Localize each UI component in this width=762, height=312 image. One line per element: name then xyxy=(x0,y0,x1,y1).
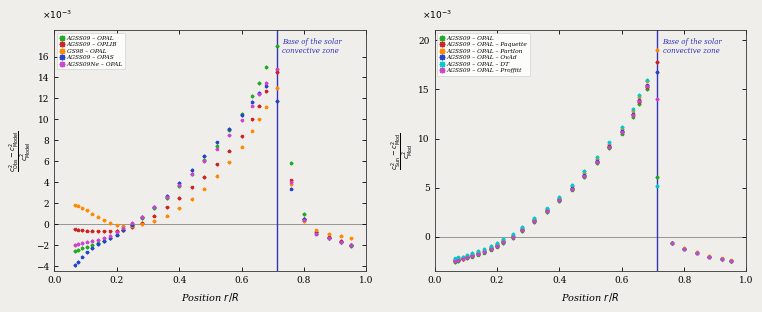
Y-axis label: $\frac{c^2_{\rm Sun}-c^2_{\rm Mod}}{c^2_{\rm Mod}}$: $\frac{c^2_{\rm Sun}-c^2_{\rm Mod}}{c^2_… xyxy=(390,132,415,169)
Text: $\times 10^{-3}$: $\times 10^{-3}$ xyxy=(422,8,452,21)
Text: $\times 10^{-3}$: $\times 10^{-3}$ xyxy=(42,8,72,21)
Y-axis label: $\frac{c^2_{\rm Obs}-c^2_{\rm Model}}{c^2_{\rm Model}}$: $\frac{c^2_{\rm Obs}-c^2_{\rm Model}}{c^… xyxy=(8,130,34,172)
X-axis label: Position $r/R$: Position $r/R$ xyxy=(181,291,239,304)
Legend: AGSS09 – OPAL, AGSS09 – OPLIB, GS98 – OPAL, AGSS09 – OPAS, AGSS09Ne – OPAL: AGSS09 – OPAL, AGSS09 – OPLIB, GS98 – OP… xyxy=(57,33,125,69)
Legend: AGSS09 – OPAL, AGSS09 – OPAL – Paquette, AGSS09 – OPAL – PartIon, AGSS09 – OPAL : AGSS09 – OPAL, AGSS09 – OPAL – Paquette,… xyxy=(437,33,530,76)
Text: Base of the solar
convective zone: Base of the solar convective zone xyxy=(663,37,722,55)
Text: Base of the solar
convective zone: Base of the solar convective zone xyxy=(283,37,342,55)
X-axis label: Position $r/R$: Position $r/R$ xyxy=(562,291,620,304)
